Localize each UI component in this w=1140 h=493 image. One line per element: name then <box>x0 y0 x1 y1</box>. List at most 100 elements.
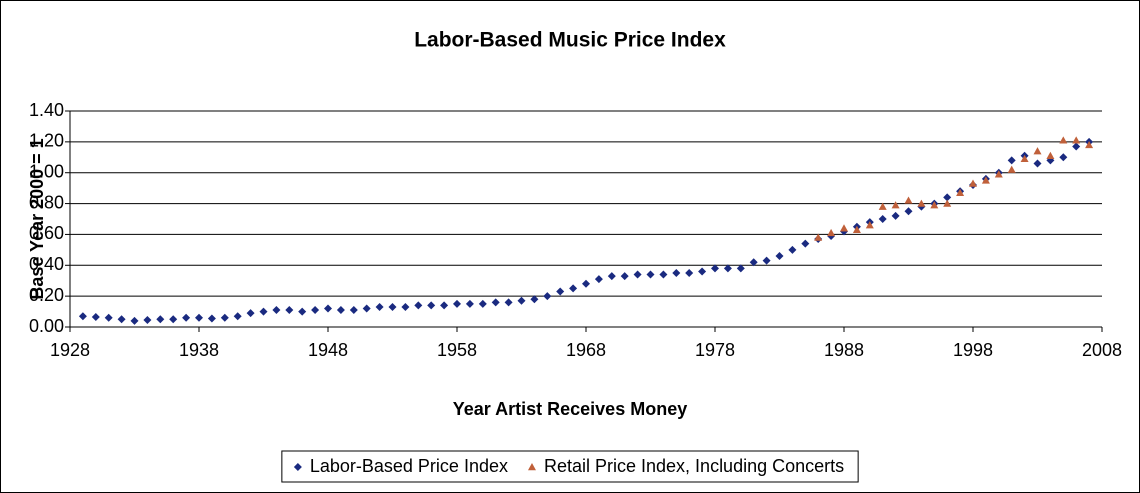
data-point <box>698 267 707 276</box>
data-point <box>607 272 616 281</box>
chart-title: Labor-Based Music Price Index <box>414 29 726 52</box>
data-point <box>311 306 320 315</box>
data-point <box>453 299 461 308</box>
data-point <box>285 306 294 315</box>
data-point <box>1007 156 1016 165</box>
data-point <box>891 211 900 220</box>
x-tick-label: 1968 <box>566 340 606 360</box>
data-point <box>904 196 913 204</box>
data-point <box>78 312 87 321</box>
y-tick-label: 1.40 <box>29 100 64 120</box>
data-point <box>775 252 784 261</box>
data-point <box>182 313 191 322</box>
data-point <box>711 264 719 273</box>
data-point <box>1033 159 1042 168</box>
data-point <box>504 298 513 307</box>
data-point <box>852 225 861 233</box>
data-point <box>130 316 139 325</box>
data-point <box>646 270 655 279</box>
data-point <box>375 302 384 311</box>
data-point <box>104 313 113 322</box>
y-tick-label: 0.80 <box>29 192 64 212</box>
y-tick-label: 1.00 <box>29 161 64 181</box>
data-point <box>1059 153 1068 162</box>
data-point <box>594 275 603 284</box>
data-point <box>878 202 887 210</box>
data-point <box>349 306 358 315</box>
data-point <box>1059 136 1068 144</box>
data-point <box>917 199 926 207</box>
data-point <box>427 301 436 310</box>
data-point <box>491 298 500 307</box>
y-tick-label: 0.40 <box>29 254 64 274</box>
data-point <box>117 315 126 324</box>
data-point <box>736 264 745 273</box>
data-point <box>1020 154 1029 163</box>
data-point <box>1072 142 1081 151</box>
data-point <box>672 269 681 277</box>
y-tick-label: 0.20 <box>29 285 64 305</box>
data-point <box>827 228 836 237</box>
data-point <box>569 284 578 293</box>
y-tick-label: 0.60 <box>29 223 64 243</box>
data-point <box>1046 151 1055 159</box>
data-point <box>220 313 229 322</box>
data-point <box>195 313 203 322</box>
data-point <box>556 287 565 296</box>
data-point <box>891 201 900 209</box>
data-point <box>440 301 449 310</box>
x-tick-label: 1938 <box>179 340 219 360</box>
y-tick-label: 0.00 <box>29 316 64 336</box>
data-point <box>788 245 797 254</box>
data-point <box>620 272 629 281</box>
data-point <box>633 270 642 279</box>
x-tick-label: 1988 <box>824 340 864 360</box>
data-point <box>143 316 152 325</box>
data-point <box>414 301 423 310</box>
data-point <box>246 309 255 318</box>
data-point <box>1033 147 1042 155</box>
data-point <box>904 207 913 216</box>
data-point <box>943 193 952 202</box>
data-point <box>324 304 332 313</box>
data-point <box>865 221 874 229</box>
legend-label: Labor-Based Price Index <box>310 456 508 476</box>
data-point <box>543 292 552 301</box>
data-point <box>233 312 242 321</box>
legend-label: Retail Price Index, Including Concerts <box>544 456 844 476</box>
data-point <box>723 264 732 273</box>
data-point <box>207 314 216 323</box>
legend-marker <box>527 463 536 471</box>
data-point <box>156 315 165 324</box>
x-tick-label: 1998 <box>953 340 993 360</box>
data-point <box>994 170 1003 178</box>
legend-box <box>281 450 859 483</box>
data-point <box>1072 136 1081 144</box>
data-point <box>659 270 668 279</box>
data-point <box>336 306 345 315</box>
y-tick-label: 1.20 <box>29 131 64 151</box>
legend-marker <box>293 463 302 471</box>
data-point <box>762 256 771 265</box>
data-point <box>943 199 952 207</box>
data-point <box>749 258 758 267</box>
x-tick-label: 1978 <box>695 340 735 360</box>
data-point <box>1007 165 1016 173</box>
y-axis-label: Base Year 2000 = 1 <box>27 138 47 299</box>
x-tick-label: 1948 <box>308 340 348 360</box>
data-point <box>840 224 848 232</box>
x-axis-label: Year Artist Receives Money <box>453 399 687 419</box>
data-point <box>169 315 178 324</box>
data-point <box>878 215 887 223</box>
data-point <box>1085 140 1094 149</box>
data-point <box>91 312 100 321</box>
data-point <box>956 188 965 196</box>
data-point <box>969 179 977 187</box>
data-point <box>362 304 371 313</box>
data-point <box>517 296 526 305</box>
data-point <box>685 269 694 277</box>
x-tick-label: 1958 <box>437 340 477 360</box>
data-point <box>465 299 474 308</box>
